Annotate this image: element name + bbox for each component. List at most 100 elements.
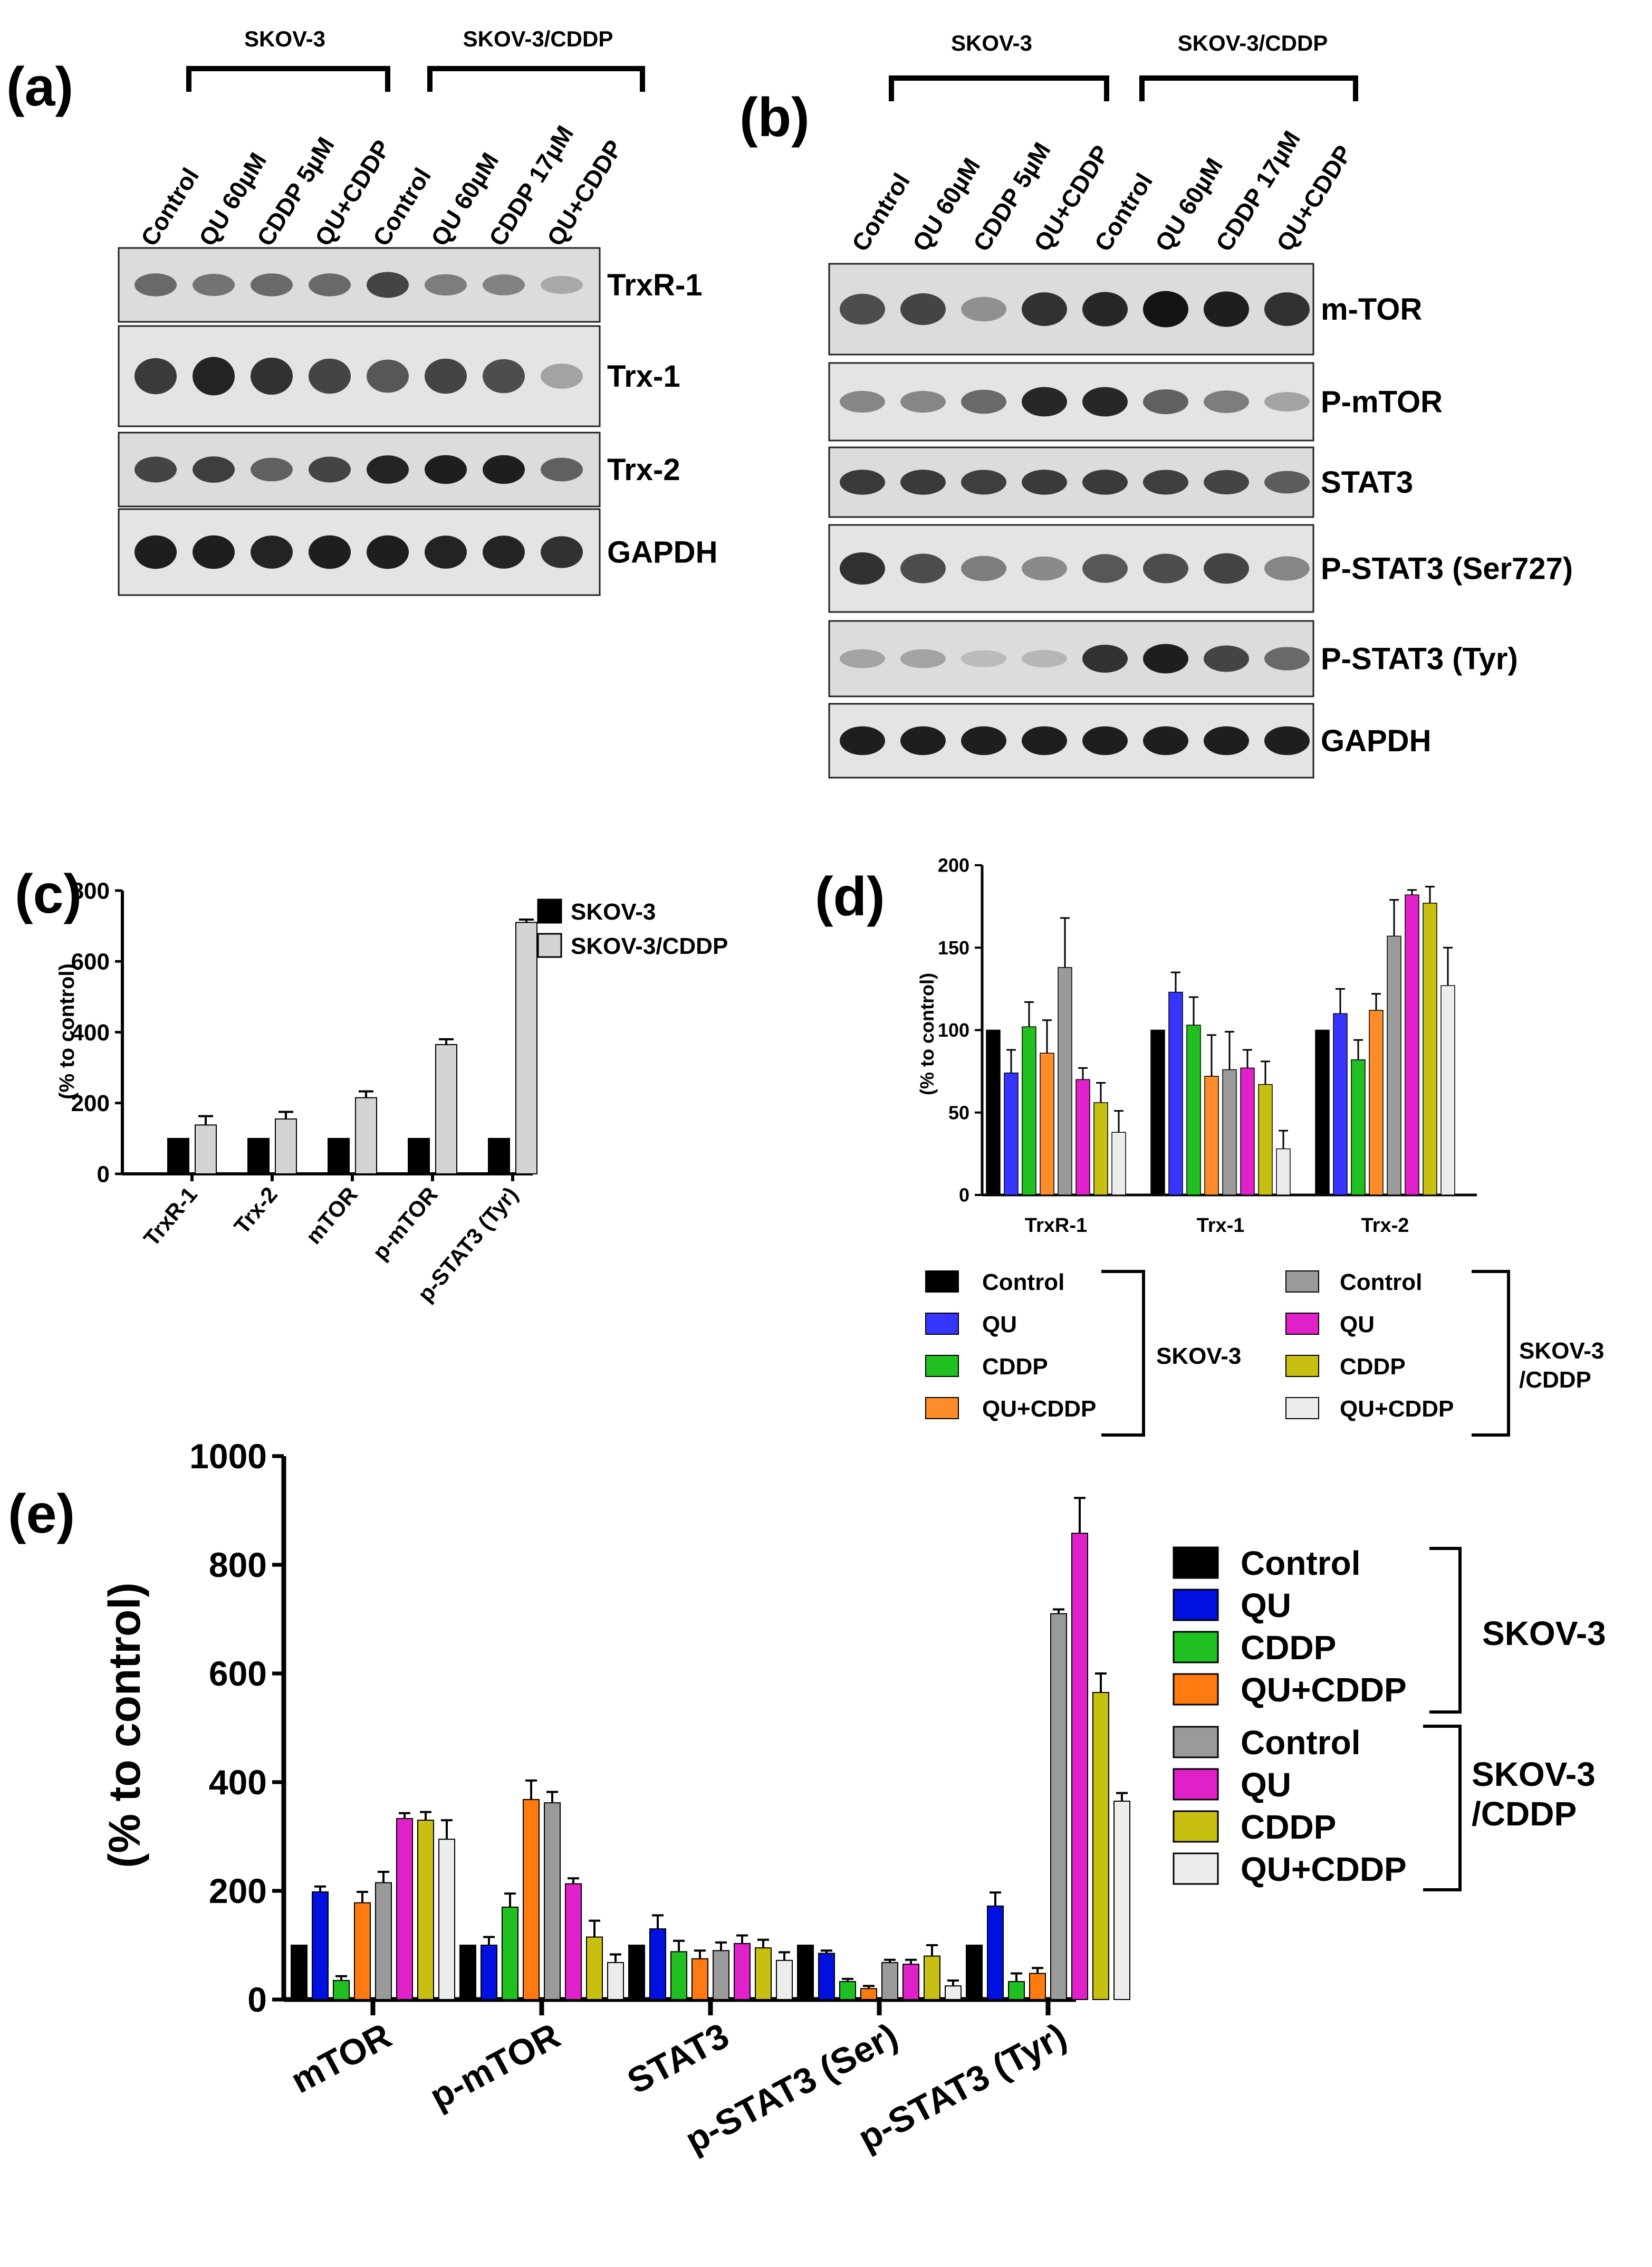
legend-swatch: [1173, 1852, 1219, 1885]
blot-band: [251, 273, 293, 296]
blot-band: [541, 364, 583, 389]
blot-band: [900, 649, 946, 668]
blot-band: [483, 274, 525, 295]
y-tick-label: 400: [209, 1763, 267, 1802]
legend-label: CDDP: [1340, 1354, 1406, 1380]
blot-band: [1082, 470, 1128, 495]
y-axis-label: (% to control): [916, 973, 938, 1095]
blot-band: [961, 296, 1006, 322]
blot-band: [900, 293, 946, 326]
group-bracket-left: [889, 75, 1109, 101]
legend-label: QU: [982, 1312, 1017, 1337]
y-tick-label: 0: [247, 1980, 267, 2019]
panel-label: (a): [6, 56, 73, 118]
group-label-left: SKOV-3: [244, 26, 325, 51]
blot-band: [1082, 645, 1128, 673]
blot-band: [1022, 387, 1067, 417]
blot-band: [840, 390, 885, 413]
blot-band: [1082, 387, 1128, 417]
legend-swatch: [1285, 1270, 1319, 1293]
legend-swatch: [925, 1313, 959, 1335]
blot-band: [1143, 291, 1188, 328]
panel-d: (d) 0 50 100 150 200 (% to control) TrxR-1 Trx-1…: [815, 855, 1604, 1437]
blot-band: [961, 470, 1006, 495]
legend-group-label: SKOV-3: [1156, 1343, 1241, 1369]
legend-label: QU+CDDP: [1241, 1671, 1407, 1709]
group-label-left: SKOV-3: [951, 31, 1032, 55]
blot-band: [1022, 650, 1067, 667]
blot-label: STAT3: [1321, 465, 1413, 500]
blot-band: [1204, 726, 1249, 755]
bar-skov-3-cddp: [1186, 1025, 1201, 1195]
blot-band: [135, 273, 177, 296]
blot-band: [840, 726, 885, 755]
y-tick-label: 50: [948, 1102, 969, 1123]
legend-swatch: [1285, 1355, 1319, 1377]
legend-group-label: /CDDP: [1519, 1367, 1591, 1393]
legend-swatch: [1173, 1589, 1219, 1621]
blot-band: [541, 536, 583, 568]
blot-band: [251, 357, 293, 395]
legend-label: Control: [1241, 1544, 1361, 1582]
blot-membrane: [118, 508, 601, 596]
legend-swatch: [1285, 1313, 1319, 1335]
blot-band: [367, 359, 409, 393]
group-bracket-left: [186, 66, 390, 92]
blot-membrane: [118, 432, 601, 508]
bar-skov-3-qu-cddp: [1369, 1010, 1384, 1195]
blot-band: [135, 456, 177, 483]
legend-label: SKOV-3: [571, 899, 656, 925]
bar-skov-3-cddp: [1022, 1026, 1036, 1195]
blot-band: [961, 389, 1006, 414]
bar-skov-3-control: [797, 1945, 814, 2000]
bar-skov-3-cddp: [333, 1979, 350, 2000]
legend-label: Control: [982, 1269, 1064, 1295]
bar-skov-3-cddp-cddp: [417, 1820, 434, 2001]
bar-skov-3: [167, 1137, 189, 1174]
legend-label: Control: [1340, 1269, 1422, 1295]
y-tick-label: 800: [71, 878, 110, 904]
blot-band: [1022, 556, 1067, 581]
bar-skov-3-cddp-cddp: [1258, 1084, 1273, 1195]
blot-label: TrxR-1: [607, 268, 703, 302]
bar-skov-3-cddp-control: [1050, 1613, 1067, 2000]
bar-skov-3-qu-cddp: [860, 1988, 877, 2000]
group-bracket-right: [1139, 75, 1358, 101]
bar-skov-3-control: [291, 1945, 308, 2000]
bar-skov-3-qu-cddp: [1204, 1076, 1219, 1195]
bar-skov-3-cddp-qu-cddp: [1113, 1801, 1130, 2001]
blot-band: [135, 535, 177, 569]
bar-skov-3-cddp-qu-cddp: [1276, 1148, 1291, 1195]
legend-group-label: SKOV-3: [1472, 1755, 1596, 1793]
blot-band: [1082, 554, 1128, 583]
y-tick-label: 800: [209, 1545, 267, 1584]
bar-skov-3-qu: [987, 1905, 1004, 2001]
blot-band: [1204, 553, 1249, 584]
legend-swatch: [1173, 1673, 1219, 1706]
blot-band: [193, 456, 235, 483]
blot-band: [1264, 647, 1310, 671]
blot-band: [1143, 553, 1188, 584]
y-tick-label: 100: [938, 1019, 969, 1041]
blot-band: [840, 293, 885, 325]
bar-skov-3-cddp-control: [375, 1882, 392, 2001]
bar-skov-3-qu: [1168, 991, 1183, 1195]
blot-band: [367, 272, 409, 298]
blot-band: [900, 553, 946, 584]
bar-skov-3-cddp-control: [544, 1802, 561, 2000]
blot-label: P-STAT3 (Tyr): [1321, 642, 1518, 676]
legend-swatch: [925, 1270, 959, 1293]
bar-skov-3-control: [1315, 1029, 1330, 1195]
bar-skov-3-control: [628, 1945, 645, 2000]
y-tick-label: 200: [938, 855, 969, 876]
blot-band: [1264, 556, 1310, 581]
blot-label: GAPDH: [607, 535, 717, 570]
blot-band: [425, 455, 467, 484]
blot-band: [483, 455, 525, 484]
blot-band: [251, 457, 293, 482]
blot-label: Trx-2: [607, 453, 680, 487]
blot-band: [900, 726, 946, 755]
legend-group-label: /CDDP: [1472, 1795, 1577, 1833]
blot-label: Trx-1: [607, 359, 680, 394]
